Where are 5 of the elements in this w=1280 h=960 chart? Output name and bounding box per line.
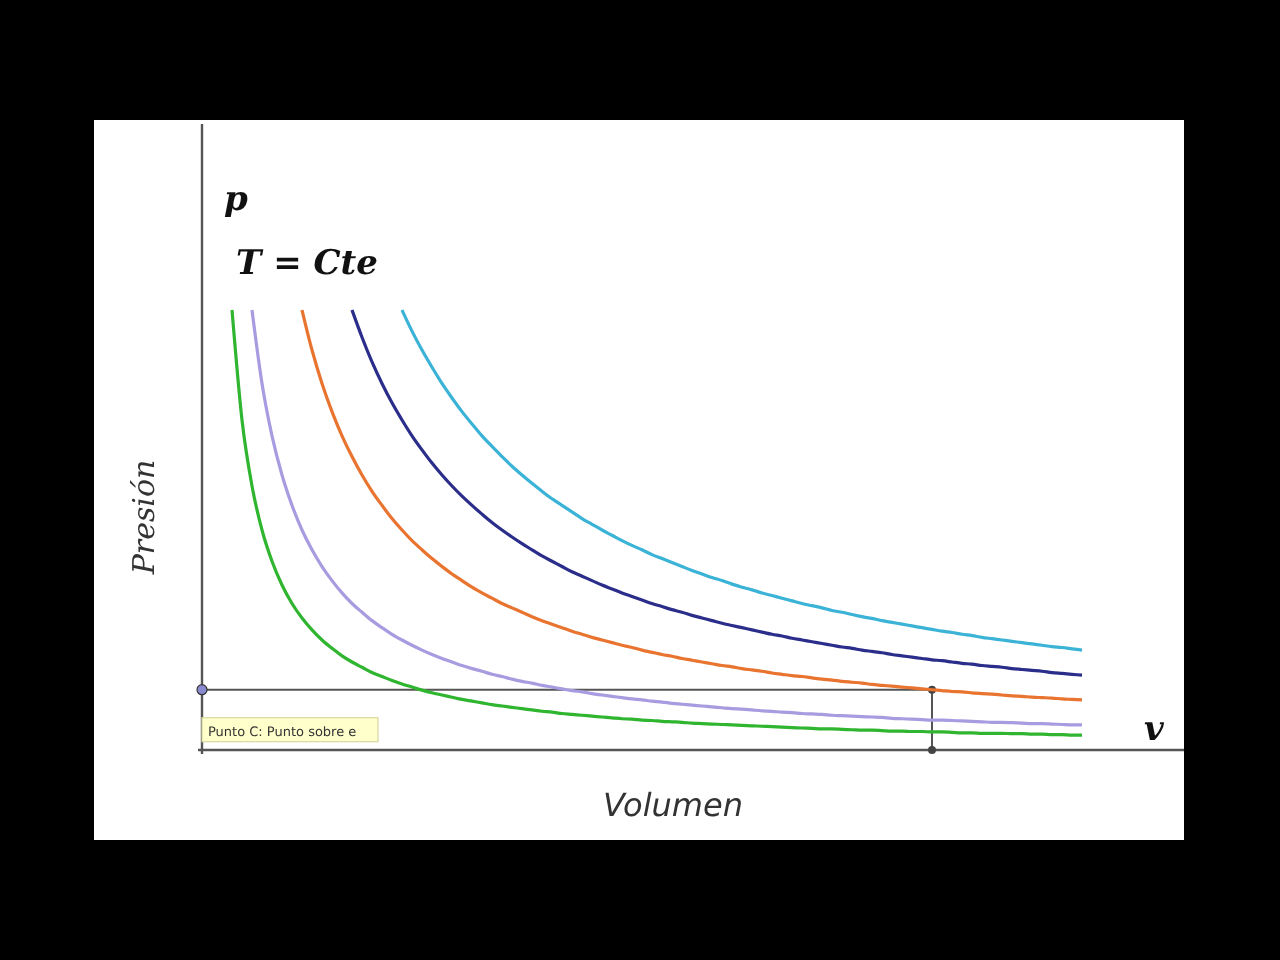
y-axis-title: Presión xyxy=(126,459,162,577)
text: T = Cte xyxy=(236,244,379,284)
x-axis-title: Volumen xyxy=(603,786,743,824)
annotation: v xyxy=(1144,710,1166,750)
text: p xyxy=(224,180,248,220)
